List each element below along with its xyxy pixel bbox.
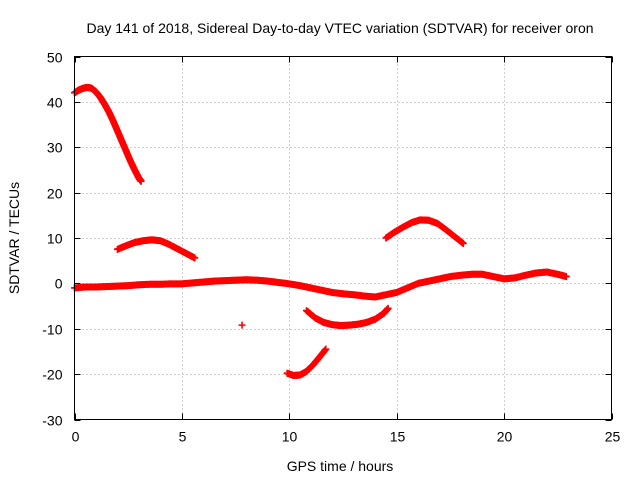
y-axis-label: SDTVAR / TECUs xyxy=(6,182,22,294)
x-tick-label: 25 xyxy=(605,429,621,445)
y-tick-label: -10 xyxy=(42,322,62,338)
series-morning-low-arc xyxy=(113,236,199,262)
y-tick-label: 0 xyxy=(55,276,63,292)
x-tick-label: 5 xyxy=(179,429,187,445)
x-tick-label: 15 xyxy=(390,429,406,445)
grid-lines xyxy=(74,56,612,420)
axis-ticks: 0 5 10 15 20 25 -30 -20 -10 0 10 20 30 40 50 xyxy=(42,50,620,445)
series-afternoon-high-arc xyxy=(382,216,467,247)
chart-title: Day 141 of 2018, Sidereal Day-to-day VTE… xyxy=(86,20,593,36)
plot-frame xyxy=(74,56,612,420)
series-morning-high-arc xyxy=(71,83,145,185)
data-point xyxy=(191,254,199,262)
x-tick-label: 10 xyxy=(282,429,298,445)
series-midday-negative-arc xyxy=(283,345,330,379)
y-tick-label: -20 xyxy=(42,367,62,383)
y-tick-label: 10 xyxy=(47,231,63,247)
series-afternoon-negative-arc xyxy=(302,304,392,330)
x-tick-label: 20 xyxy=(497,429,513,445)
data-point xyxy=(238,321,246,329)
series-isolated-point xyxy=(238,321,246,329)
data-point xyxy=(562,273,570,281)
y-tick-label: 20 xyxy=(47,186,63,202)
y-tick-label: -30 xyxy=(42,413,62,429)
data-point xyxy=(322,345,330,353)
y-tick-label: 50 xyxy=(47,50,63,66)
data-point xyxy=(459,239,467,247)
data-point xyxy=(137,177,145,185)
y-tick-label: 40 xyxy=(47,95,63,111)
series-near-zero-baseline xyxy=(71,268,570,301)
x-axis-label: GPS time / hours xyxy=(287,458,394,474)
data-point xyxy=(384,304,392,312)
y-tick-label: 30 xyxy=(47,140,63,156)
x-tick-label: 0 xyxy=(72,429,80,445)
data-points xyxy=(71,83,570,379)
